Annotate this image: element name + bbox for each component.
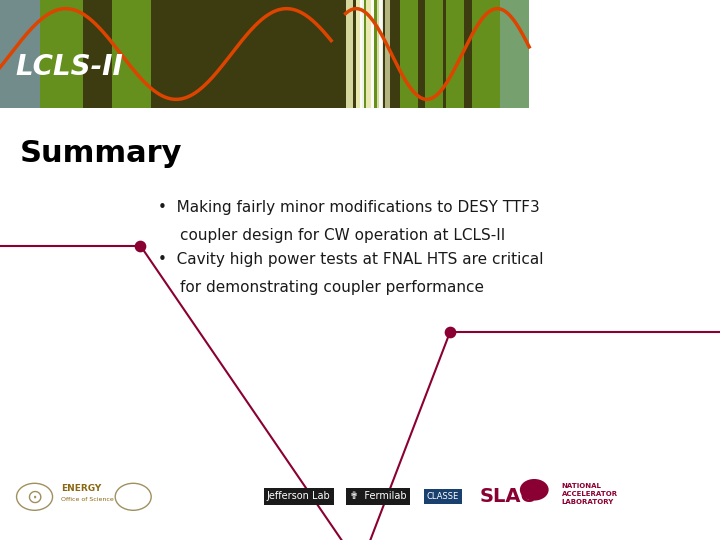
Bar	[400, 0, 418, 108]
Bar	[377, 0, 382, 108]
Bar	[360, 0, 378, 108]
Bar	[500, 0, 529, 108]
Bar	[40, 0, 83, 108]
Text: Jefferson Lab: Jefferson Lab	[267, 491, 330, 501]
Bar	[425, 0, 443, 108]
Bar	[360, 0, 364, 108]
Point	[444, 328, 456, 336]
Bar	[500, 0, 529, 108]
Bar	[0, 0, 40, 108]
Text: CLASSE: CLASSE	[427, 492, 459, 501]
Text: ENERGY: ENERGY	[61, 484, 102, 493]
Bar	[385, 0, 390, 108]
Text: ⊙: ⊙	[27, 487, 42, 507]
Bar	[371, 0, 374, 108]
Bar	[0, 0, 529, 108]
Bar	[366, 0, 374, 108]
Text: •  Making fairly minor modifications to DESY TTF3: • Making fairly minor modifications to D…	[158, 200, 540, 215]
Bar	[356, 0, 362, 108]
Bar	[472, 0, 500, 108]
Bar	[446, 0, 464, 108]
Text: for demonstrating coupler performance: for demonstrating coupler performance	[180, 280, 484, 295]
Text: Office of Science: Office of Science	[61, 497, 114, 502]
Text: Summary: Summary	[20, 139, 183, 168]
Text: SLAC: SLAC	[480, 487, 536, 506]
Text: ACCELERATOR: ACCELERATOR	[562, 491, 618, 497]
Point	[135, 241, 146, 250]
Bar	[112, 0, 151, 108]
Text: LABORATORY: LABORATORY	[562, 499, 614, 505]
Bar	[379, 0, 383, 108]
Text: NATIONAL: NATIONAL	[562, 483, 601, 489]
Bar	[346, 0, 353, 108]
Circle shape	[520, 479, 549, 501]
Text: •  Cavity high power tests at FNAL HTS are critical: • Cavity high power tests at FNAL HTS ar…	[158, 252, 544, 267]
Text: ✟  Fermilab: ✟ Fermilab	[350, 491, 406, 501]
Text: coupler design for CW operation at LCLS-II: coupler design for CW operation at LCLS-…	[180, 228, 505, 244]
Text: LCLS-II: LCLS-II	[16, 53, 124, 81]
